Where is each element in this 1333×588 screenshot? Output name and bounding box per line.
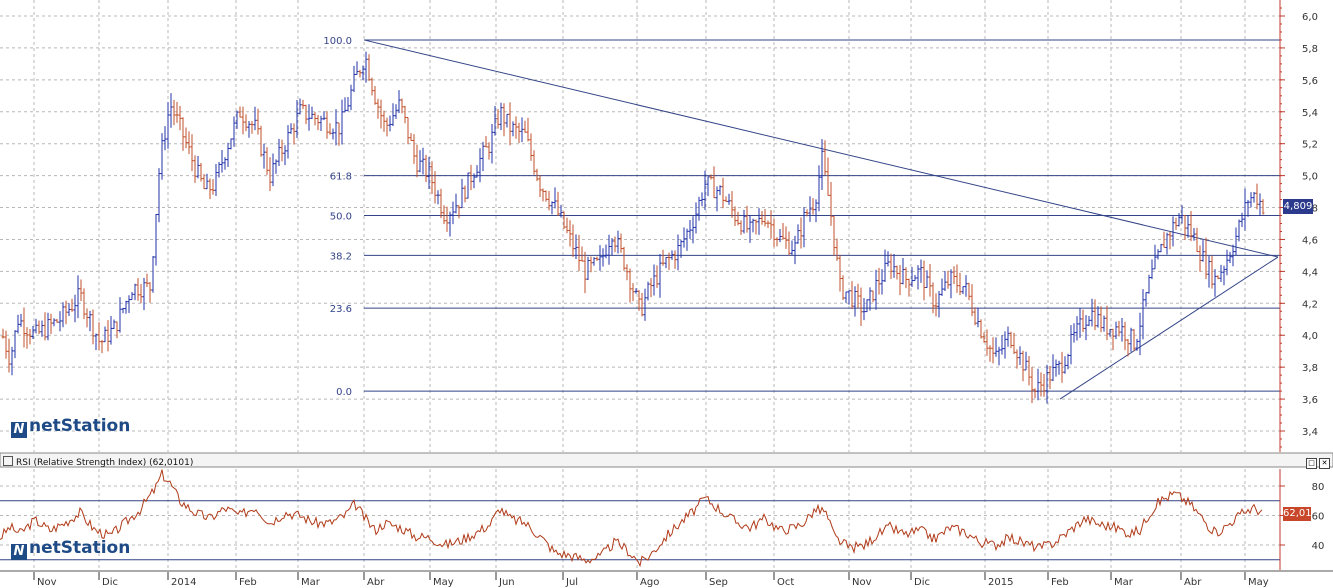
time-axis-label: Mar [301, 577, 321, 588]
close-button[interactable]: ✕ [1319, 458, 1330, 469]
price-axis-tick-label: 5,8 [1302, 44, 1318, 55]
price-axis-tick-label: 3,8 [1302, 363, 1318, 374]
time-axis-label: Mar [1114, 577, 1134, 588]
downtrend-line [363, 39, 1279, 258]
fib-level-label: 0.0 [336, 387, 352, 398]
time-axis-label: Abr [1184, 577, 1202, 588]
rsi-panel-header [0, 452, 1333, 468]
rsi-axis-tick-label: 60 [1312, 512, 1325, 523]
netstation-logo-mark: N [11, 544, 27, 560]
price-axis[interactable]: 6,05,85,65,45,25,04,84,64,44,24,03,83,63… [1280, 7, 1318, 448]
time-axis-label: Oct [777, 577, 794, 588]
price-axis-tick-label: 4,4 [1302, 267, 1318, 278]
price-axis-tick-label: 5,2 [1302, 140, 1318, 151]
fib-level-label: 61.8 [330, 172, 352, 183]
price-axis-tick-label: 4,6 [1302, 235, 1318, 246]
price-axis-tick-label: 3,6 [1302, 395, 1318, 406]
time-axis-label: 2014 [171, 577, 196, 588]
price-axis-tick-label: 5,4 [1302, 108, 1318, 119]
time-axis-label: May [1248, 577, 1269, 588]
chart-frame [0, 0, 1333, 572]
rsi-axis[interactable]: 80 60 40 [1280, 482, 1324, 552]
time-axis-label: Jul [565, 577, 578, 588]
time-axis-label: 2015 [988, 577, 1013, 588]
price-axis-tick-label: 3,4 [1302, 427, 1318, 438]
time-axis-label: Abr [367, 577, 385, 588]
price-axis-tick-label: 4,0 [1302, 331, 1318, 342]
fib-level-label: 38.2 [330, 251, 352, 262]
netstation-logo-mark: N [11, 422, 27, 438]
netstation-logo-text: netStation [29, 538, 131, 558]
fib-level-label: 100.0 [323, 36, 352, 47]
price-grid [0, 0, 1280, 570]
time-axis[interactable]: Nov Dic 2014 Feb Mar Abr May Jun Jul Ago Sep Oct Nov… [33, 572, 1269, 588]
last-price-label: 4,809 [1283, 199, 1313, 214]
rsi-axis-tick-label: 40 [1312, 541, 1325, 552]
rsi-grid [0, 485, 1280, 561]
time-axis-label: Dic [914, 577, 930, 588]
price-axis-tick-label: 5,6 [1302, 76, 1318, 87]
time-axis-label: May [433, 577, 454, 588]
fib-level-label: 50.0 [330, 212, 352, 223]
time-axis-label: Feb [239, 577, 257, 588]
indicator-box-icon [3, 456, 13, 466]
last-rsi-label: 62,01 [1283, 507, 1312, 521]
time-axis-label: Jun [498, 577, 515, 588]
uptrend-line [1059, 256, 1279, 400]
price-axis-tick-label: 5,0 [1302, 172, 1318, 183]
rsi-title-text: RSI (Relative Strength Index) (62,0101) [16, 458, 194, 468]
price-axis-tick-label: 4,2 [1302, 299, 1318, 310]
price-bars [1, 51, 1265, 404]
rsi-series [0, 469, 1263, 568]
time-axis-label: Nov [37, 577, 57, 588]
time-axis-label: Ago [640, 577, 659, 588]
fib-level-label: 23.6 [330, 304, 352, 315]
rsi-axis-tick-label: 80 [1312, 482, 1325, 493]
trendlines [363, 39, 1279, 400]
price-axis-tick-label: 6,0 [1302, 12, 1318, 23]
time-axis-label: Dic [102, 577, 118, 588]
time-axis-label: Sep [709, 577, 728, 588]
time-axis-label: Feb [1051, 577, 1069, 588]
time-axis-label: Nov [852, 577, 872, 588]
rsi-indicator-title[interactable]: RSI (Relative Strength Index) (62,0101) [3, 456, 193, 468]
rsi-line [0, 469, 1263, 568]
maximize-button[interactable]: □ [1306, 458, 1317, 469]
netstation-logo-text: netStation [29, 416, 131, 436]
